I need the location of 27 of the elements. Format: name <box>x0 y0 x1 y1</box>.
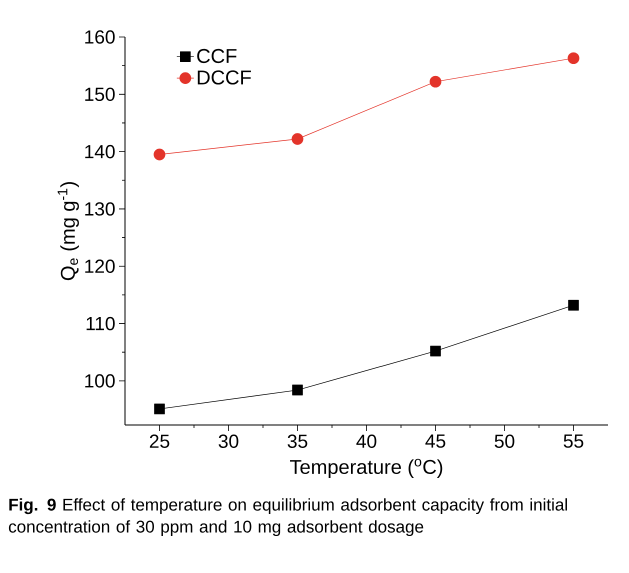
point <box>430 76 442 88</box>
y-tick-label: 130 <box>85 202 115 216</box>
point <box>568 52 580 64</box>
text: Fig. 9 Effect of temperature on equilibrium adsorbent capacity from initial concentration of 30 ppm and 10 mg adsorbent dosage <box>8 498 567 536</box>
point <box>154 404 165 414</box>
y-axis-title: Q$_{e}$ (mg g$^{-1}$) <box>58 182 79 280</box>
legend-label: DCCF <box>198 70 251 85</box>
x-tick-label: 55 <box>564 434 584 448</box>
point <box>568 300 579 311</box>
y-tick-label: 140 <box>85 144 115 158</box>
x-tick-label: 45 <box>425 434 446 448</box>
x-axis-title: Temperature ($^{o}$C) <box>290 458 442 478</box>
point <box>430 346 441 356</box>
y-tick-label: 160 <box>85 30 115 44</box>
legend-label: CCF <box>197 48 236 64</box>
y-tick-label: 120 <box>85 260 115 273</box>
x-tick-label: 30 <box>218 434 238 448</box>
x-tick-label: 40 <box>356 434 376 448</box>
x-tick-label: 25 <box>150 434 170 448</box>
point <box>154 148 166 160</box>
y-tick-label: 150 <box>85 88 115 102</box>
x-tick-label: 35 <box>288 434 308 448</box>
point <box>292 133 304 145</box>
y-tick-label: 100 <box>85 374 115 388</box>
point <box>292 384 303 396</box>
x-tick-label: 50 <box>494 434 514 448</box>
y-tick-label: 110 <box>86 316 115 330</box>
